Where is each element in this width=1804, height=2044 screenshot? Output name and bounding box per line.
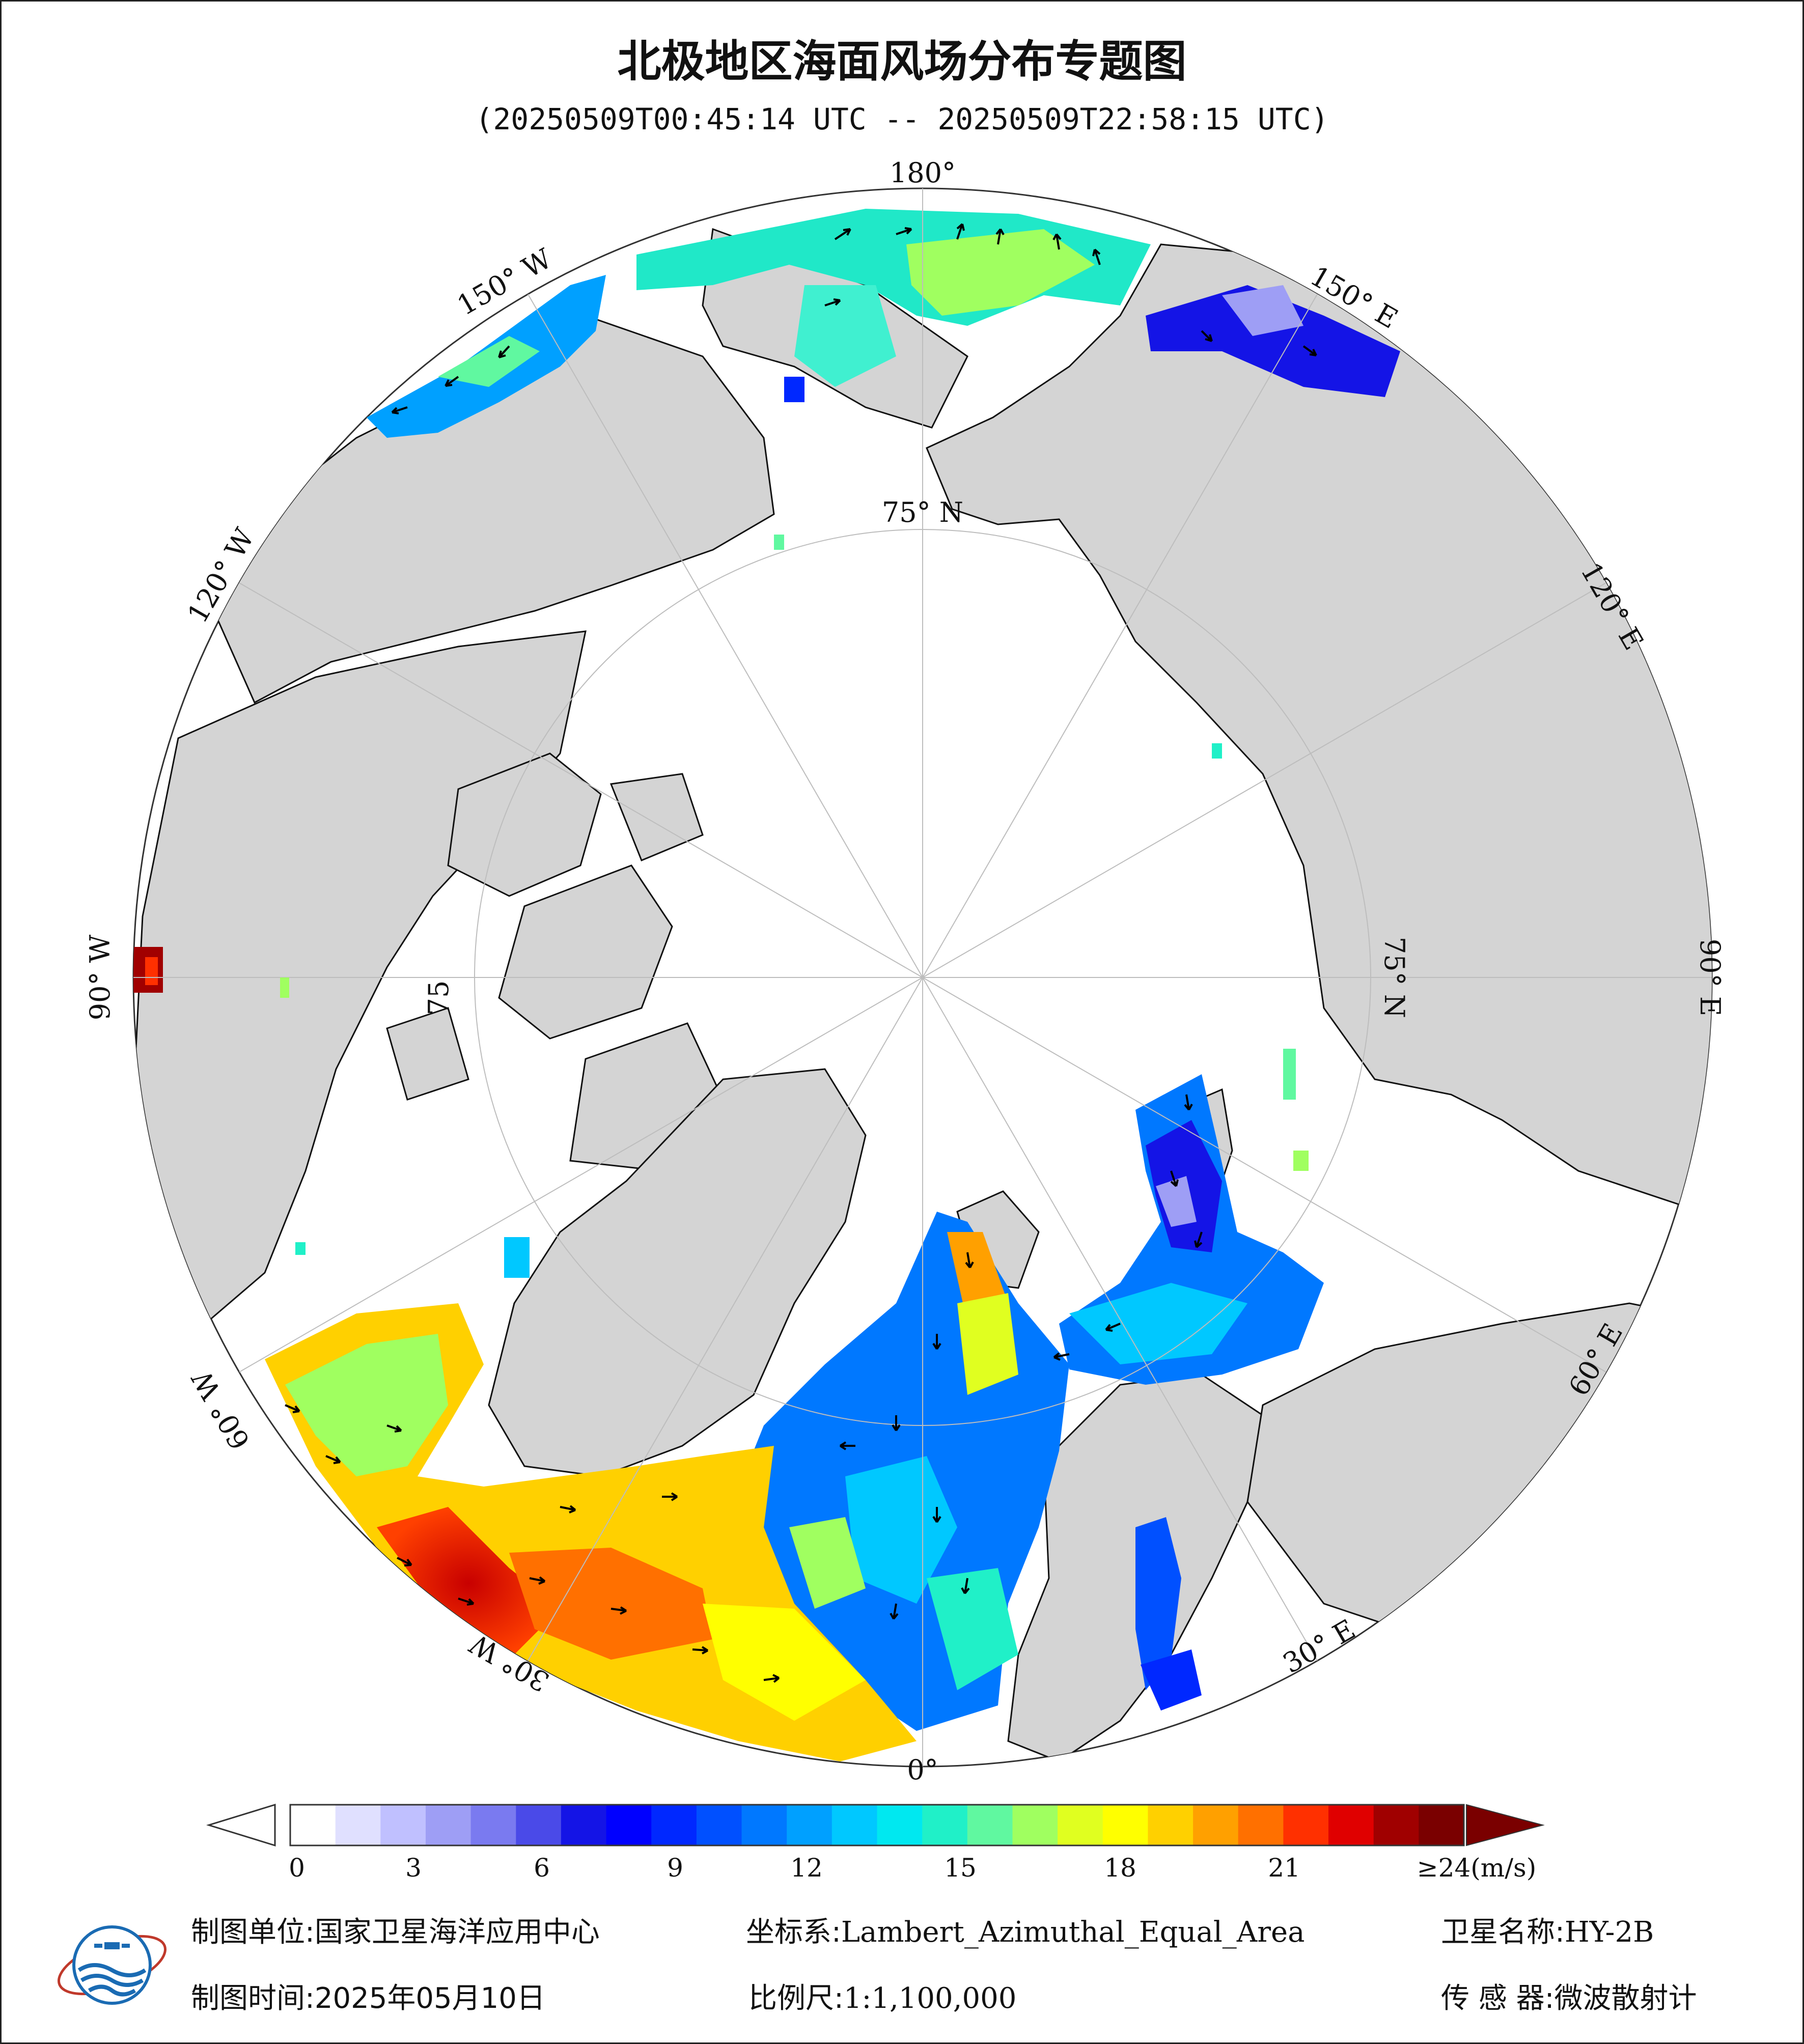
colorbar-cell [967, 1805, 1013, 1845]
colorbar-cell [1193, 1805, 1239, 1845]
arctic-map: 180° 150° E 120° E 90° E 60° E 30° E 0° … [84, 157, 1726, 1786]
footer-sensor: 传 感 器:微波散射计 [1441, 1982, 1697, 2015]
colorbar-cell [1012, 1805, 1058, 1845]
wind-swath-irminger [265, 1303, 917, 1761]
wind-swath-hudson-inner [145, 957, 158, 985]
colorbar-cell [696, 1805, 742, 1845]
colorbar-cell [1102, 1805, 1149, 1845]
colorbar-cell [426, 1805, 471, 1845]
colorbar-tick-24: ≥24(m/s) [1417, 1853, 1537, 1883]
wind-swath-alaska [367, 275, 606, 438]
colorbar-cell [1283, 1805, 1329, 1845]
lat-label-right: 75° N [1378, 937, 1410, 1018]
colorbar-cell [1148, 1805, 1194, 1845]
colorbar-cell [290, 1805, 336, 1845]
colorbar-tick-12: 12 [790, 1853, 823, 1883]
wind-swath-norwegian [723, 1212, 1069, 1731]
lat-label-left: 75 [423, 981, 455, 1016]
colorbar-tick-21: 21 [1268, 1853, 1300, 1883]
colorbar-cell [877, 1805, 923, 1845]
colorbar-under-arrow [206, 1803, 276, 1847]
lon-label-180: 180° [890, 157, 956, 189]
colorbar-tick-0: 0 [289, 1853, 305, 1883]
swath-speckles [280, 377, 1309, 1278]
time-range-subtitle: (20250509T00:45:14 UTC -- 20250509T22:58… [475, 102, 1329, 136]
colorbar-cell [606, 1805, 652, 1845]
lon-label-90w: 90° W [84, 934, 116, 1020]
colorbar-cell [1373, 1805, 1419, 1845]
wind-swath-bering [636, 209, 1400, 397]
lon-label-0: 0° [907, 1754, 938, 1786]
colorbar-cell [380, 1805, 426, 1845]
footer-time: 制图时间:2025年05月10日 [191, 1982, 545, 2015]
lon-label-90e: 90° E [1694, 939, 1726, 1016]
colorbar-cell [922, 1805, 968, 1845]
colorbar-cell [831, 1805, 878, 1845]
colorbar-cell [651, 1805, 697, 1845]
footer-scale: 比例尺:1:1,100,000 [748, 1982, 1017, 2015]
colorbar-cell [561, 1805, 607, 1845]
footer-satellite: 卫星名称:HY-2B [1441, 1916, 1654, 1949]
lat-label-top: 75° N [882, 496, 963, 528]
colorbar-tick-9: 9 [667, 1853, 683, 1883]
colorbar-cell [516, 1805, 562, 1845]
nsoas-logo [57, 1925, 167, 2005]
colorbar-cell [1419, 1805, 1464, 1845]
wind-vectors [285, 223, 1317, 1683]
colorbar-cell [1058, 1805, 1103, 1845]
colorbar-over-arrow [1466, 1804, 1545, 1846]
footer-unit: 制图单位:国家卫星海洋应用中心 [191, 1916, 600, 1949]
colorbar-border [289, 1804, 1465, 1846]
colorbar-tick-15: 15 [944, 1853, 977, 1883]
colorbar-cell [741, 1805, 787, 1845]
colorbar-cell [470, 1805, 516, 1845]
colorbar-tick-18: 18 [1104, 1853, 1136, 1883]
page-title: 北极地区海面风场分布专题图 [617, 36, 1187, 87]
colorbar-tick-3: 3 [405, 1853, 422, 1883]
footer-crs: 坐标系:Lambert_Azimuthal_Equal_Area [746, 1916, 1305, 1949]
colorbar-cell [335, 1805, 381, 1845]
colorbar-cell [1328, 1805, 1374, 1845]
colorbar-cell [787, 1805, 832, 1845]
wind-swath-barents [1059, 1074, 1324, 1385]
wind-swath-baltic [1135, 1517, 1202, 1711]
graticule [133, 188, 1712, 1767]
colorbar-tick-6: 6 [534, 1853, 550, 1883]
colorbar-cell [1238, 1805, 1284, 1845]
colorbar [206, 1803, 1545, 1847]
